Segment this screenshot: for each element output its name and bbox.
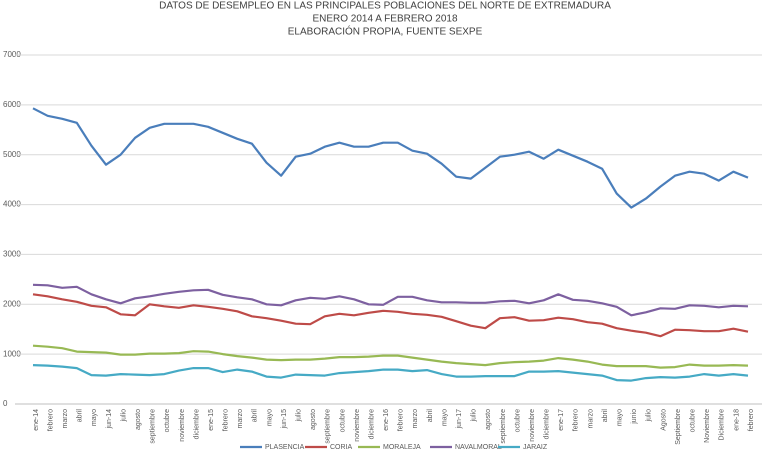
x-tick-label: diciembre <box>544 409 551 439</box>
x-tick-label: ene-17 <box>558 409 565 431</box>
chart-title: ELABORACIÓN PROPIA, FUENTE SEXPE <box>288 25 483 38</box>
x-tick-label: septiembre <box>325 409 332 444</box>
x-tick-label: jun-17 <box>456 409 463 430</box>
x-tick-label: agosto <box>135 409 142 430</box>
x-tick-label: marzo <box>412 409 419 429</box>
y-tick-label: 3000 <box>3 250 21 259</box>
series-line <box>32 364 749 382</box>
x-tick-label: diciembre <box>193 409 200 439</box>
x-tick-label: febrero <box>223 409 230 431</box>
y-tick-label: 1000 <box>3 349 21 358</box>
x-tick-label: abril <box>77 409 84 423</box>
legend-label: JARAIZ <box>523 444 548 451</box>
x-tick-label: junio <box>631 409 638 425</box>
y-tick-label: 4000 <box>3 200 21 209</box>
legend-label: CORIA <box>330 444 353 451</box>
y-tick-label: 0 <box>3 399 8 408</box>
x-tick-label: julio <box>295 409 302 423</box>
x-tick-label: noviembre <box>529 409 536 442</box>
x-tick-label: Septiembre <box>675 409 682 445</box>
x-tick-label: ene-15 <box>208 409 215 431</box>
x-tick-label: febrero <box>748 409 755 431</box>
x-tick-label: ene-16 <box>383 409 390 431</box>
x-tick-label: Noviembre <box>704 409 711 443</box>
x-tick-label: marzo <box>62 409 69 429</box>
x-tick-label: julio <box>471 409 478 423</box>
y-tick-label: 5000 <box>3 150 21 159</box>
x-tick-label: febrero <box>47 409 54 431</box>
x-tick-label: noviembre <box>354 409 361 442</box>
series-line <box>32 107 749 209</box>
x-tick-label: abril <box>602 409 609 423</box>
x-tick-label: octubre <box>689 409 696 432</box>
chart-title: DATOS DE DESEMPLEO EN LAS PRINCIPALES PO… <box>159 1 611 12</box>
series-line <box>32 293 749 338</box>
x-tick-label: marzo <box>237 409 244 429</box>
x-tick-label: octubre <box>164 409 171 432</box>
x-tick-label: julio <box>646 409 653 423</box>
legend-label: PLASENCIA <box>265 444 305 451</box>
x-tick-label: febrero <box>398 409 405 431</box>
x-tick-label: agosto <box>485 409 492 430</box>
x-tick-label: septiembre <box>150 409 157 444</box>
x-tick-label: mayo <box>441 409 448 426</box>
x-tick-label: noviembre <box>179 409 186 442</box>
y-tick-label: 6000 <box>3 100 21 109</box>
x-tick-label: septiembre <box>500 409 507 444</box>
x-tick-label: diciembre <box>368 409 375 439</box>
legend-label: MORALEJA <box>383 444 421 451</box>
x-tick-label: abril <box>427 409 434 423</box>
series-line <box>32 283 749 317</box>
series-line <box>32 344 749 369</box>
x-tick-label: Diciembre <box>719 409 726 441</box>
x-tick-label: octubre <box>339 409 346 432</box>
x-tick-label: mayo <box>91 409 98 426</box>
legend-label: NAVALMORAL <box>455 444 502 451</box>
x-tick-label: febrero <box>573 409 580 431</box>
x-tick-label: ene-14 <box>33 409 40 431</box>
x-tick-label: mayo <box>266 409 273 426</box>
x-tick-label: jun-14 <box>106 409 113 430</box>
x-tick-label: mayo <box>617 409 624 426</box>
x-tick-label: jun-15 <box>281 409 288 430</box>
x-tick-label: agosto <box>310 409 317 430</box>
y-tick-label: 7000 <box>3 50 21 59</box>
x-tick-label: abril <box>252 409 259 423</box>
y-tick-label: 2000 <box>3 299 21 308</box>
x-tick-label: julio <box>120 409 127 423</box>
x-tick-label: octubre <box>514 409 521 432</box>
x-tick-label: ene-18 <box>733 409 740 431</box>
x-tick-label: Agosto <box>660 409 667 431</box>
chart-title: ENERO 2014 A FEBRERO 2018 <box>312 14 458 25</box>
x-tick-label: marzo <box>587 409 594 429</box>
